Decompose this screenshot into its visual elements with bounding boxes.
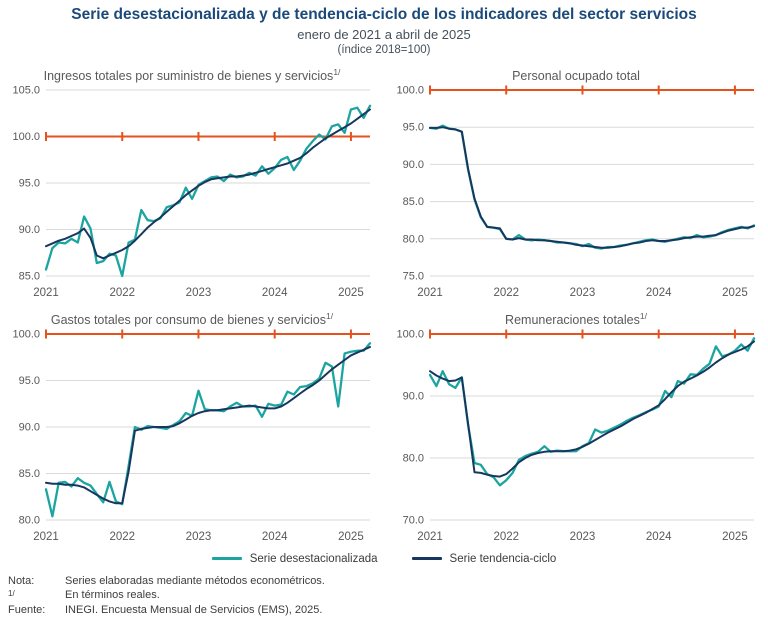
y-axis-tick-label: 75.0 — [403, 270, 424, 282]
note-row-footnote-1: 1/ En términos reales. — [8, 588, 768, 603]
legend-label: Serie tendencia-ciclo — [449, 552, 557, 565]
x-axis-year-label: 2024 — [646, 531, 672, 543]
note-row-nota: Nota: Series elaboradas mediante métodos… — [8, 574, 768, 589]
x-axis-year-label: 2022 — [493, 287, 519, 299]
x-axis-year-label: 2021 — [417, 531, 443, 543]
index-base-note: (índice 2018=100) — [337, 43, 431, 56]
y-axis-tick-label: 80.0 — [19, 514, 40, 526]
chart-title-text: Personal ocupado total — [512, 68, 640, 83]
y-axis-tick-label: 85.0 — [403, 196, 424, 208]
date-range-subtitle: enero de 2021 a abril de 2025 — [297, 26, 471, 42]
series-line-tendencia-ciclo — [429, 126, 755, 249]
chart-legend: Serie desestacionalizada Serie tendencia… — [0, 550, 768, 568]
series-line-desestacionalizada — [44, 104, 372, 277]
note-label: Fuente: — [8, 603, 46, 616]
chart-personal-ocupado: Personal ocupado total 75.0 80.0 85.0 90.0 9… — [384, 60, 768, 304]
chart-title-gastos: Gastos totales por consumo de bienes y s… — [0, 306, 384, 327]
x-axis-year-label: 2025 — [722, 531, 748, 543]
charts-grid: Ingresos totales por suministro de biene… — [0, 60, 768, 548]
series-line-desestacionalizada — [428, 124, 756, 250]
y-axis-tick-label: 100.0 — [12, 131, 40, 143]
x-axis-year-label: 2023 — [186, 287, 212, 299]
y-axis-tick-label: 70.0 — [403, 514, 424, 526]
chart-ingresos: Ingresos totales por suministro de biene… — [0, 60, 384, 304]
chart-title-text: Ingresos totales por suministro de biene… — [43, 68, 334, 83]
page-title: Serie desestacionalizada y de tendencia-… — [71, 6, 697, 23]
chart-title-personal: Personal ocupado total — [384, 62, 768, 83]
y-axis-tick-label: 95.0 — [19, 375, 40, 387]
y-axis-tick-label: 95.0 — [403, 122, 424, 134]
line-plot-ingresos: 85.0 90.0 95.0 100.0 105.0 2021 2022 2023 2024 20… — [12, 84, 372, 299]
y-axis-tick-label: 105.0 — [12, 84, 40, 96]
legend-item-desestacionalizada: Serie desestacionalizada — [211, 552, 378, 565]
footnote-marker: 1/ — [639, 310, 647, 321]
line-plot-personal: 75.0 80.0 85.0 90.0 95.0 100.0 2021 2022 2023 202… — [396, 84, 756, 299]
line-plot-gastos: 80.0 85.0 90.0 95.0 100.0 2021 2022 2023 2024 202… — [12, 328, 372, 543]
report-header: Serie desestacionalizada y de tendencia-… — [0, 0, 768, 56]
line-plot-remuneraciones: 70.0 80.0 90.0 100.0 2021 2022 2023 2024 2025 — [396, 328, 756, 543]
x-axis-year-label: 2024 — [262, 531, 288, 543]
legend-line-swatch-navy — [411, 557, 442, 561]
x-axis-year-label: 2025 — [722, 287, 748, 299]
x-axis-year-label: 2023 — [570, 287, 596, 299]
note-text: Series elaboradas mediante métodos econo… — [65, 574, 325, 587]
x-axis-year-label: 2022 — [493, 531, 519, 543]
y-axis-tick-label: 90.0 — [19, 224, 40, 236]
chart-remuneraciones: Remuneraciones totales1/ 70.0 80.0 90.0 100… — [384, 304, 768, 548]
chart-title-remuneraciones: Remuneraciones totales1/ — [384, 306, 768, 327]
legend-item-tendencia: Serie tendencia-ciclo — [411, 552, 557, 565]
y-axis-tick-label: 80.0 — [403, 233, 424, 245]
x-axis-year-label: 2023 — [570, 531, 596, 543]
note-row-fuente: Fuente: INEGI. Encuesta Mensual de Servi… — [8, 603, 768, 618]
series-line-tendencia-ciclo — [45, 108, 371, 260]
note-text: En términos reales. — [65, 589, 160, 602]
legend-label: Serie desestacionalizada — [249, 552, 378, 565]
legend-line-swatch-teal — [211, 557, 242, 561]
chart-title-text: Gastos totales por consumo de bienes y s… — [50, 312, 327, 327]
chart-title-text: Remuneraciones totales — [505, 312, 640, 327]
note-label: 1/ — [8, 589, 15, 599]
x-axis-year-label: 2023 — [186, 531, 212, 543]
y-axis-tick-label: 90.0 — [403, 159, 424, 171]
y-axis-tick-label: 95.0 — [19, 177, 40, 189]
y-axis-tick-label: 85.0 — [19, 270, 40, 282]
y-axis-tick-label: 90.0 — [403, 390, 424, 402]
series-line-tendencia-ciclo — [429, 340, 755, 478]
x-axis-year-label: 2022 — [109, 531, 135, 543]
chart-title-ingresos: Ingresos totales por suministro de biene… — [0, 62, 384, 83]
footnote-marker: 1/ — [333, 66, 341, 77]
note-label: Nota: — [8, 574, 35, 587]
footnotes-block: Nota: Series elaboradas mediante métodos… — [8, 574, 768, 618]
series-line-desestacionalizada — [44, 341, 372, 518]
note-text: INEGI. Encuesta Mensual de Servicios (EM… — [65, 603, 323, 616]
x-axis-year-label: 2022 — [109, 287, 135, 299]
x-axis-year-label: 2024 — [646, 287, 672, 299]
x-axis-year-label: 2024 — [262, 287, 288, 299]
series-line-tendencia-ciclo — [45, 345, 371, 505]
x-axis-year-label: 2021 — [33, 531, 59, 543]
y-axis-tick-label: 90.0 — [19, 421, 40, 433]
series-line-desestacionalizada — [428, 336, 756, 487]
y-axis-tick-label: 100.0 — [12, 328, 40, 340]
x-axis-year-label: 2021 — [417, 287, 443, 299]
y-axis-tick-label: 85.0 — [19, 468, 40, 480]
x-axis-year-label: 2025 — [338, 531, 364, 543]
y-axis-tick-label: 100.0 — [396, 84, 424, 96]
x-axis-year-label: 2025 — [338, 287, 364, 299]
chart-gastos: Gastos totales por consumo de bienes y s… — [0, 304, 384, 548]
footnote-marker: 1/ — [326, 310, 334, 321]
y-axis-tick-label: 80.0 — [403, 452, 424, 464]
y-axis-tick-label: 100.0 — [396, 328, 424, 340]
x-axis-year-label: 2021 — [33, 287, 59, 299]
